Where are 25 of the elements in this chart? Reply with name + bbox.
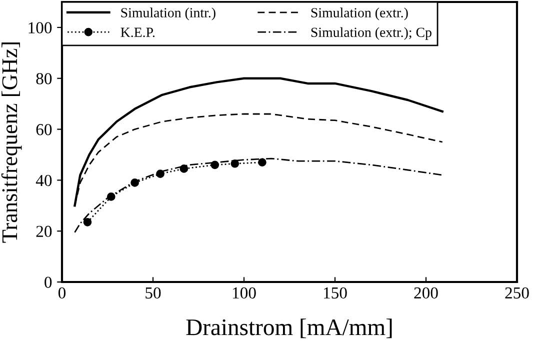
- x-tick-label: 250: [505, 287, 529, 299]
- legend-label: K.E.P.: [120, 28, 155, 38]
- point: [180, 164, 188, 173]
- line-series: [74, 158, 444, 234]
- y-tick-label: 60: [36, 124, 52, 136]
- x-tick-label: 0: [58, 287, 66, 299]
- point: [230, 159, 240, 168]
- y-tick-label: 40: [36, 174, 52, 186]
- x-axis-title: Drainstrom [mA/mm]: [186, 318, 392, 338]
- point: [156, 170, 164, 178]
- point: [258, 158, 266, 167]
- x-tick-label: 150: [324, 287, 347, 299]
- y-tick-label: 80: [36, 73, 52, 84]
- legend-label: Simulation (extr.); Cp: [311, 27, 432, 40]
- x-tick-label: 200: [414, 287, 438, 299]
- legend-label: Simulation (intr.): [121, 8, 216, 20]
- x-tick-label: 50: [146, 287, 161, 299]
- point: [210, 160, 220, 170]
- y-tick-label: 20: [36, 226, 52, 238]
- y-tick-label: 100: [28, 22, 52, 34]
- y-tick-label: 0: [44, 276, 52, 288]
- x-tick-label: 100: [232, 287, 256, 299]
- point: [83, 218, 92, 226]
- legend-label: Simulation (extr.): [311, 8, 408, 20]
- y-axis-title: Transitfrequenz [GHz]: [1, 42, 22, 243]
